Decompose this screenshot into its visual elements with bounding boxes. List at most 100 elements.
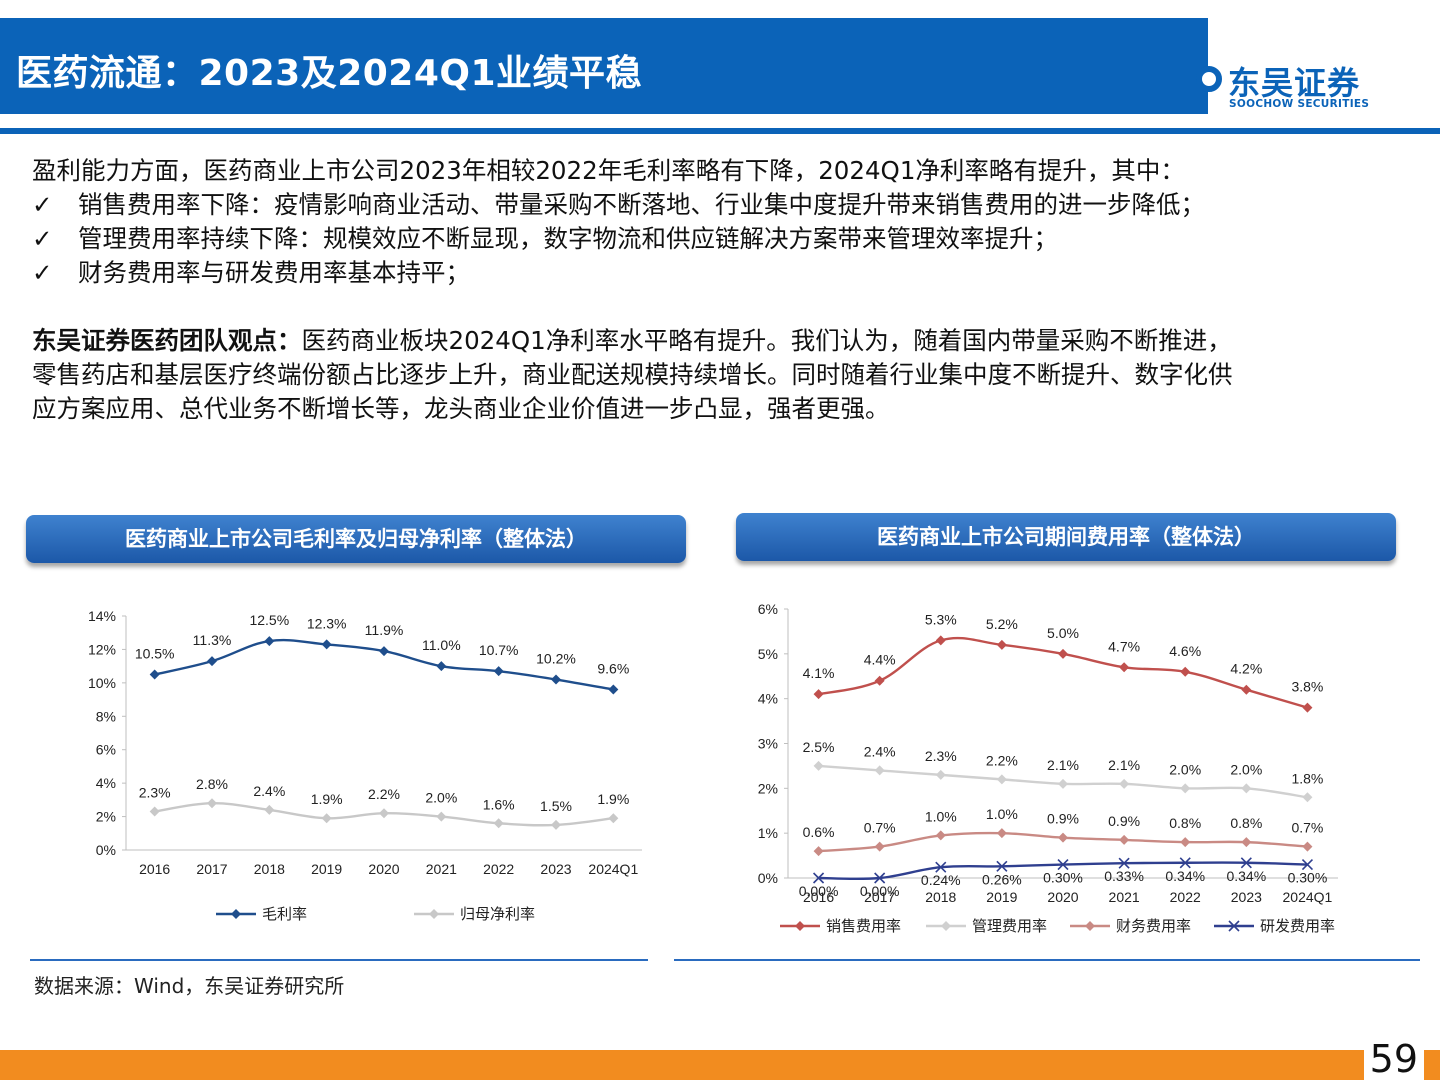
x-tick-label: 2018 bbox=[254, 861, 285, 877]
x-tick-label: 2016 bbox=[803, 889, 834, 905]
x-tick-label: 2023 bbox=[1231, 889, 1262, 905]
legend-label: 销售费用率 bbox=[826, 918, 901, 935]
x-tick-label: 2019 bbox=[986, 889, 1017, 905]
data-label: 0.00% bbox=[799, 883, 839, 899]
data-label: 1.5% bbox=[540, 798, 572, 814]
margin-chart: 0% 2% 4% 6% 8% 10% 12% 14% 2016 2017 2018 2019 2020 2… bbox=[40, 590, 680, 935]
data-point bbox=[1058, 778, 1068, 789]
data-point bbox=[1180, 783, 1191, 794]
data-label: 4.2% bbox=[1230, 661, 1262, 677]
data-point bbox=[813, 760, 824, 771]
page-title: 医药流通：2023及2024Q1业绩平稳 bbox=[16, 53, 643, 94]
data-point bbox=[874, 872, 886, 884]
data-point bbox=[436, 811, 447, 822]
view-line: 东吴证券医药团队观点：医药商业板块2024Q1净利率水平略有提升。我们认为，随着… bbox=[32, 324, 1422, 358]
data-point bbox=[1179, 857, 1191, 869]
data-label: 0.9% bbox=[1108, 813, 1140, 829]
data-label: 2.3% bbox=[139, 785, 171, 801]
data-point bbox=[207, 656, 217, 667]
y-tick-label: 14% bbox=[88, 608, 116, 624]
data-point bbox=[1301, 858, 1314, 871]
data-point bbox=[996, 860, 1008, 872]
x-tick-label: 2017 bbox=[196, 861, 227, 877]
data-label: 5.3% bbox=[925, 611, 957, 627]
data-point bbox=[264, 636, 275, 647]
x-tick-label: 2021 bbox=[1109, 889, 1140, 905]
data-point bbox=[996, 828, 1007, 839]
expense-chart-svg: 0% 1% 2% 3% 4% 5% 6% 2016 2017 2018 2019 2020 2021 20… bbox=[758, 601, 1338, 935]
x-tick-label: 2024Q1 bbox=[588, 861, 638, 877]
x-tick-label: 2020 bbox=[368, 861, 399, 877]
data-label: 4.1% bbox=[803, 665, 835, 681]
legend-label: 毛利率 bbox=[262, 906, 307, 923]
body-text: 盈利能力方面，医药商业上市公司2023年相较2022年毛利率略有下降，2024Q… bbox=[32, 154, 1422, 426]
data-point bbox=[207, 798, 217, 809]
title-bar bbox=[0, 18, 1208, 114]
data-label: 10.2% bbox=[536, 651, 576, 667]
legend-marker bbox=[941, 921, 951, 931]
data-label: 0.00% bbox=[860, 883, 900, 899]
data-label: 1.9% bbox=[311, 791, 343, 807]
y-tick-label: 6% bbox=[758, 601, 778, 617]
data-point bbox=[551, 819, 561, 830]
check-icon: ✓ bbox=[32, 224, 53, 253]
x-tick-label: 2016 bbox=[139, 861, 170, 877]
legend-marker bbox=[1085, 921, 1095, 931]
margin-chart-svg: 0% 2% 4% 6% 8% 10% 12% 14% 2016 2017 2018 2019 2020 2… bbox=[88, 608, 642, 923]
footer-bar bbox=[0, 1050, 1440, 1080]
legend-label: 归母净利率 bbox=[460, 906, 535, 923]
data-label: 0.9% bbox=[1047, 811, 1079, 827]
data-point bbox=[935, 861, 947, 873]
data-label: 0.24% bbox=[921, 872, 961, 888]
data-point bbox=[149, 669, 160, 680]
data-point bbox=[874, 841, 885, 852]
y-tick-label: 2% bbox=[758, 780, 778, 796]
bullet-text: 销售费用率下降：疫情影响商业活动、带量采购不断落地、行业集中度提升带来销售费用的… bbox=[78, 190, 1205, 219]
data-point bbox=[493, 666, 504, 677]
check-icon: ✓ bbox=[32, 190, 53, 219]
data-point bbox=[264, 804, 275, 815]
data-label: 2.4% bbox=[253, 783, 285, 799]
data-point bbox=[1241, 684, 1252, 695]
data-point bbox=[813, 846, 824, 857]
data-label: 0.34% bbox=[1226, 868, 1266, 884]
data-point bbox=[935, 635, 946, 646]
logo-mark-icon bbox=[1196, 66, 1222, 92]
data-label: 11.0% bbox=[422, 637, 461, 653]
view-line: 应方案应用、总代业务不断增长等，龙头商业企业价值进一步凸显，强者更强。 bbox=[32, 394, 890, 423]
data-label: 11.3% bbox=[193, 632, 232, 648]
legend-marker bbox=[231, 909, 241, 919]
x-tick-label: 2022 bbox=[1170, 889, 1201, 905]
data-label: 2.0% bbox=[425, 790, 457, 806]
legend-marker bbox=[795, 921, 805, 931]
bullet-item: ✓ 销售费用率下降：疫情影响商业活动、带量采购不断落地、行业集中度提升带来销售费用… bbox=[32, 188, 1422, 222]
data-point bbox=[608, 813, 619, 824]
data-label: 0.30% bbox=[1043, 870, 1083, 886]
data-label: 0.8% bbox=[1169, 815, 1201, 831]
data-point bbox=[1302, 841, 1313, 852]
data-label: 2.1% bbox=[1108, 757, 1140, 773]
data-point bbox=[996, 774, 1007, 785]
y-tick-label: 3% bbox=[758, 736, 778, 752]
y-tick-label: 5% bbox=[758, 646, 778, 662]
x-tick-label: 2024Q1 bbox=[1283, 889, 1333, 905]
y-tick-label: 1% bbox=[758, 825, 778, 841]
data-label: 2.2% bbox=[368, 786, 400, 802]
data-point bbox=[996, 639, 1007, 650]
bottom-rule bbox=[30, 959, 648, 961]
data-point bbox=[321, 813, 332, 824]
data-label: 2.3% bbox=[925, 748, 957, 764]
y-tick-label: 4% bbox=[758, 691, 778, 707]
data-point bbox=[812, 872, 825, 884]
data-label: 2.8% bbox=[196, 776, 228, 792]
check-icon: ✓ bbox=[32, 258, 53, 287]
data-point bbox=[1119, 834, 1130, 845]
y-tick-label: 4% bbox=[96, 775, 116, 791]
data-label: 0.7% bbox=[1291, 820, 1323, 836]
y-tick-label: 0% bbox=[758, 870, 778, 886]
view-line: 零售药店和基层医疗终端份额占比逐步上升，商业配送规模持续增长。同时随着行业集中度… bbox=[32, 360, 1233, 389]
data-label: 0.26% bbox=[982, 871, 1022, 887]
data-source: 数据来源：Wind，东吴证券研究所 bbox=[34, 974, 345, 998]
data-label: 0.7% bbox=[864, 820, 896, 836]
data-label: 2.2% bbox=[986, 752, 1018, 768]
